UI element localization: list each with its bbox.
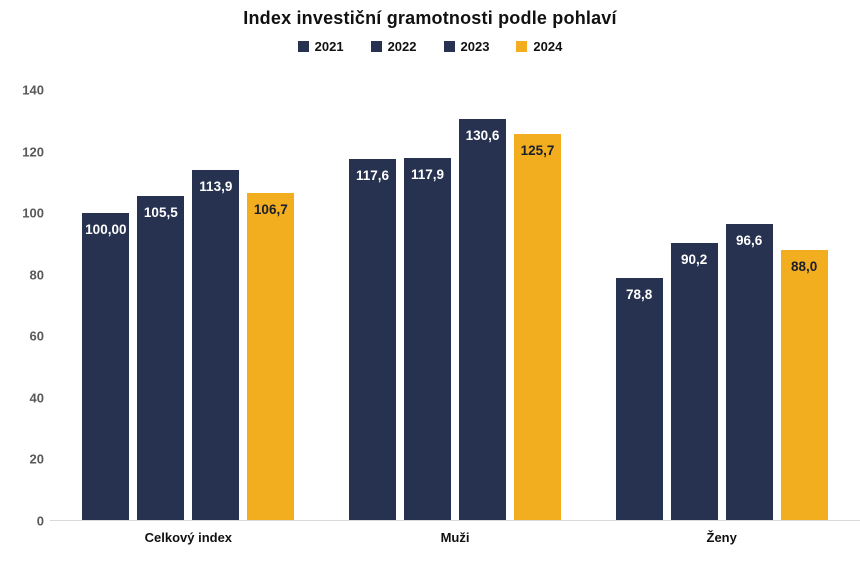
bar-value-label: 130,6: [465, 127, 500, 143]
bar-2024: 88,0: [780, 250, 828, 521]
bar-value-label: 125,7: [520, 143, 555, 159]
bar-group: 100,00 105,5 113,9 106,7: [55, 90, 322, 521]
bar-2024: 125,7: [514, 134, 561, 521]
bar-2023: 96,6: [725, 223, 773, 521]
legend: 2021 2022 2023 2024: [0, 39, 860, 54]
legend-item-2021: 2021: [297, 39, 344, 54]
bar-value-label: 117,9: [410, 167, 445, 183]
y-tick-label: 140: [22, 82, 44, 98]
bar-2022: 117,9: [404, 158, 451, 521]
legend-item-2023: 2023: [443, 39, 490, 54]
bar-value-label: 90,2: [681, 252, 708, 268]
bar-value-label: 105,5: [143, 205, 178, 221]
x-axis-labels: Celkový index Muži Ženy: [55, 530, 855, 545]
y-tick-label: 0: [36, 513, 44, 529]
bar-value-label: 113,9: [199, 179, 233, 195]
category-label: Ženy: [706, 530, 737, 545]
y-tick-label: 60: [29, 328, 44, 344]
legend-swatch-icon: [297, 41, 309, 52]
y-tick-label: 80: [29, 267, 44, 283]
legend-item-2024: 2024: [516, 39, 562, 54]
bar-group: 78,8 90,2 96,6 88,0: [588, 90, 855, 521]
bar-value-label: 117,6: [355, 167, 390, 183]
y-tick-label: 100: [22, 205, 44, 221]
bar-value-label: 106,7: [253, 201, 288, 217]
x-axis-line: [50, 520, 860, 521]
legend-label: 2023: [460, 39, 490, 54]
bar-2022: 90,2: [670, 243, 718, 521]
legend-swatch-icon: [516, 41, 528, 52]
y-axis: 0 20 40 60 80 100 120 140: [0, 84, 44, 528]
y-tick-label: 40: [29, 390, 44, 406]
bar-2021: 78,8: [615, 278, 663, 521]
legend-label: 2021: [314, 39, 344, 54]
bar-value-label: 78,8: [626, 287, 653, 303]
bar-value-label: 88,0: [791, 259, 818, 275]
plot-area: 100,00 105,5 113,9 106,7 117,6 117,9 130,6 125,…: [55, 90, 855, 521]
legend-label: 2024: [533, 39, 563, 54]
category-label: Celkový index: [144, 530, 233, 545]
y-tick-label: 120: [22, 144, 44, 160]
bar-2021: 100,00: [82, 213, 130, 521]
bar-2021: 117,6: [349, 158, 396, 521]
chart-title: Index investiční gramotnosti podle pohla…: [243, 8, 617, 28]
legend-label: 2022: [387, 39, 417, 54]
legend-swatch-icon: [443, 41, 455, 52]
legend-item-2022: 2022: [370, 39, 417, 54]
bar-2024: 106,7: [247, 192, 295, 521]
bar-group: 117,6 117,9 130,6 125,7: [322, 90, 589, 521]
legend-swatch-icon: [370, 41, 382, 52]
bar-value-label: 96,6: [736, 232, 763, 248]
category-label: Muži: [440, 530, 470, 545]
bar-value-label: 100,00: [85, 222, 127, 238]
y-tick-label: 20: [29, 451, 44, 467]
bar-2023: 130,6: [459, 118, 506, 521]
bar-2023: 113,9: [192, 170, 240, 521]
bar-2022: 105,5: [137, 196, 185, 521]
